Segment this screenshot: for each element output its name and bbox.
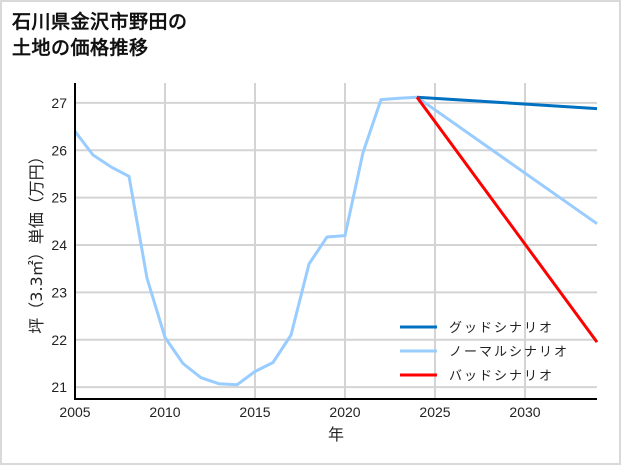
series-line — [416, 95, 598, 111]
y-tick-label: 25 — [51, 190, 67, 206]
legend-label: ノーマルシナリオ — [449, 345, 569, 360]
tick-labels: 21 22 23 24 25 26 27 2005 2010 2015 2020 2025 2030 — [51, 95, 540, 420]
chart-title-line2: 土地の価格推移 — [12, 37, 149, 59]
x-tick-label: 2020 — [329, 404, 360, 420]
y-tick-label: 26 — [51, 142, 67, 158]
x-axis-label: 年 — [328, 425, 344, 444]
data-series — [73, 95, 599, 387]
legend-label: グッドシナリオ — [449, 321, 554, 336]
gridlines — [75, 83, 597, 399]
y-axis-label: 坪（3.3㎡）単価（万円） — [27, 148, 46, 333]
y-tick-label: 21 — [51, 379, 67, 395]
series-line — [73, 95, 418, 387]
chart-title-line1: 石川県金沢市野田の — [12, 11, 188, 33]
axes — [74, 83, 597, 400]
y-tick-label: 24 — [51, 237, 67, 253]
y-tick-label: 23 — [51, 284, 67, 300]
x-tick-label: 2005 — [59, 404, 90, 420]
x-tick-label: 2030 — [509, 404, 540, 420]
y-tick-label: 27 — [51, 95, 67, 111]
legend-label: バッドシナリオ — [449, 369, 554, 384]
x-tick-label: 2010 — [149, 404, 180, 420]
x-tick-label: 2025 — [419, 404, 450, 420]
x-tick-label: 2015 — [239, 404, 270, 420]
y-tick-label: 22 — [51, 332, 67, 348]
series-line — [416, 95, 598, 225]
chart-title: 石川県金沢市野田の 土地の価格推移 — [12, 9, 188, 61]
series-line — [415, 96, 599, 343]
